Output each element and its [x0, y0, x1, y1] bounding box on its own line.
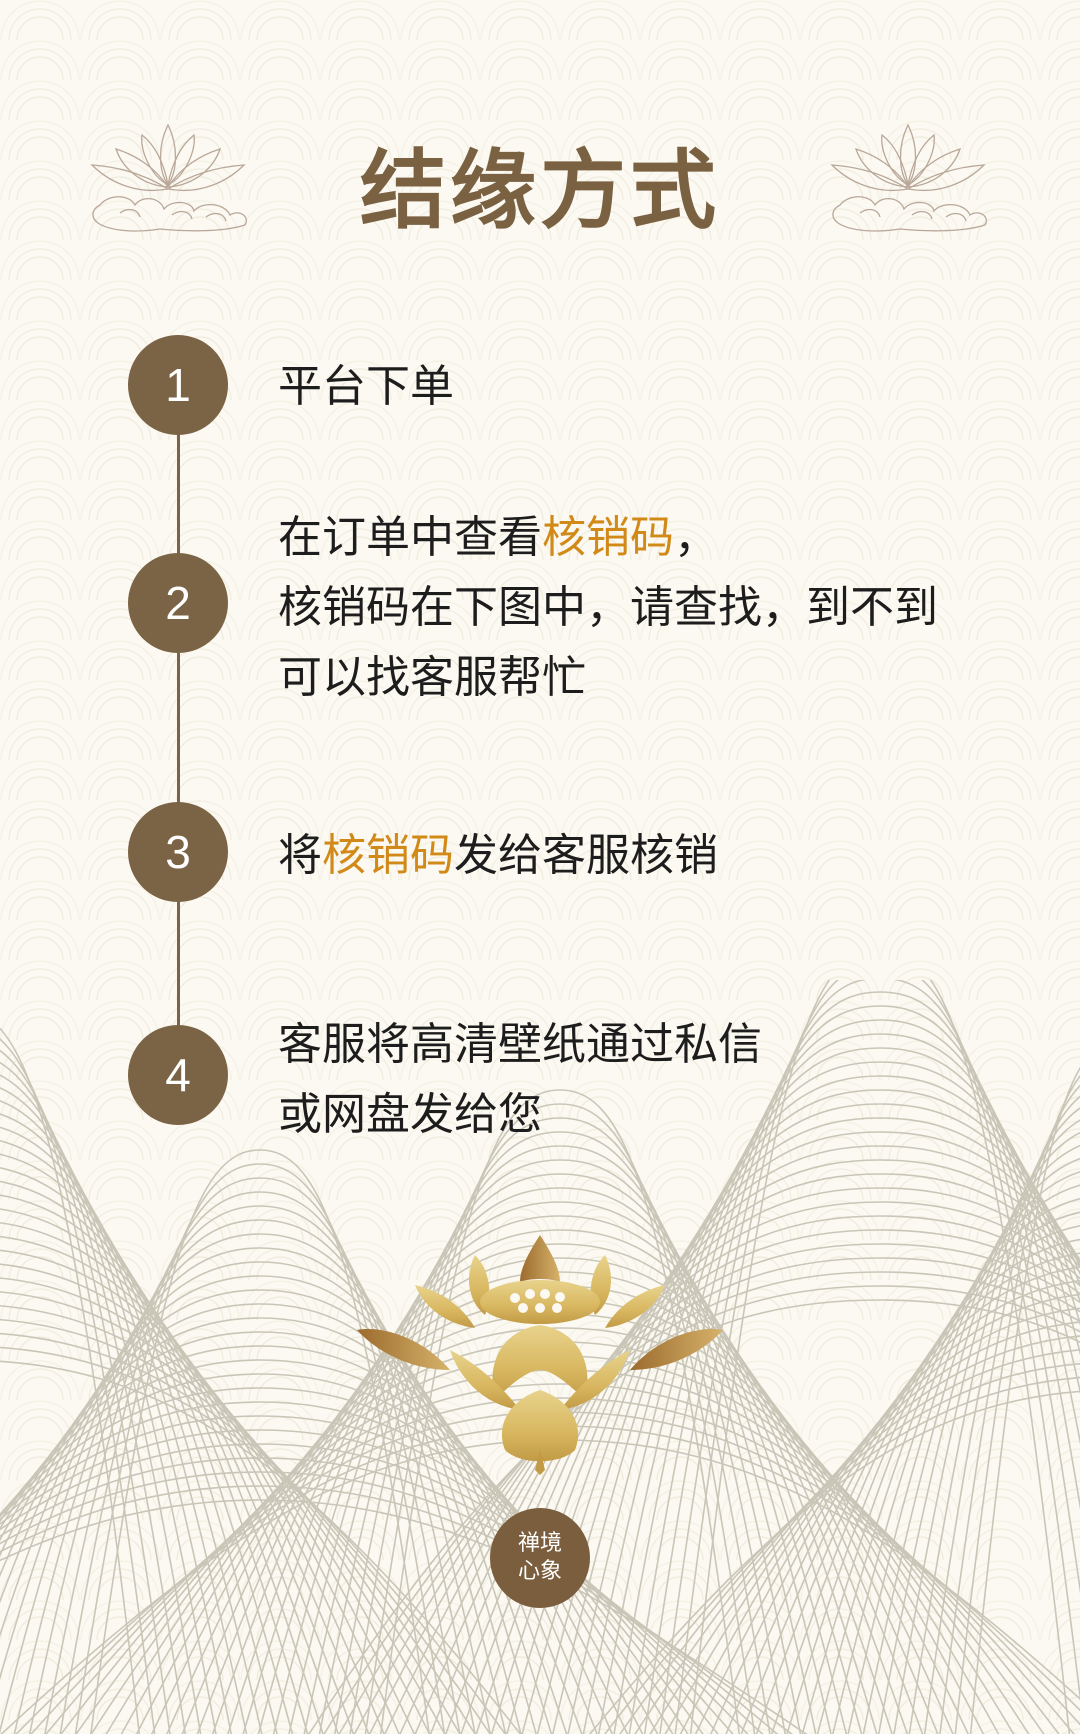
timeline-line — [177, 395, 180, 1075]
step-text-segment: 发给客服核销 — [454, 830, 718, 881]
step-2-number: 2 — [128, 553, 228, 653]
step-3-text: 将核销码发给客服核销 — [278, 821, 718, 891]
seal-line-1: 禅境 — [517, 1531, 562, 1556]
step-text-segment: 将 — [278, 830, 322, 881]
step-2-text: 在订单中查看核销码， 核销码在下图中，请查找，到不到 可以找客服帮忙 — [278, 503, 938, 713]
step-2-line: 在订单中查看核销码， — [278, 503, 938, 573]
step-text-segment: 核销码在下图中，请查找，到不到 — [278, 582, 938, 633]
step-text-segment: 可以找客服帮忙 — [278, 652, 586, 703]
mountain-wave-pattern — [0, 980, 1080, 1734]
step-3-line: 将核销码发给客服核销 — [278, 821, 718, 891]
golden-lotus-icon — [357, 1235, 723, 1475]
step-text-segment: 在订单中查看 — [278, 512, 542, 563]
page-title: 结缘方式 — [360, 141, 720, 241]
step-text-segment: ， — [674, 512, 718, 563]
brand-seal: 禅境 心象 — [490, 1508, 590, 1608]
step-2-line: 可以找客服帮忙 — [278, 643, 938, 713]
highlight-text: 核销码 — [542, 512, 674, 563]
step-text-segment: 客服将高清壁纸通过私信 — [278, 1019, 762, 1070]
lotus-cloud-icon — [90, 123, 247, 232]
step-2-line: 核销码在下图中，请查找，到不到 — [278, 573, 938, 643]
step-3-number: 3 — [128, 802, 228, 902]
step-4-number: 4 — [128, 1025, 228, 1125]
step-text-segment: 平台下单 — [278, 361, 454, 412]
step-1-number: 1 — [128, 335, 228, 435]
seal-line-2: 心象 — [517, 1559, 562, 1584]
step-4-text: 客服将高清壁纸通过私信 或网盘发给您 — [278, 1010, 762, 1150]
step-text-segment: 或网盘发给您 — [278, 1089, 542, 1140]
step-4-line: 客服将高清壁纸通过私信 — [278, 1010, 762, 1080]
step-4-line: 或网盘发给您 — [278, 1080, 762, 1150]
step-1-text: 平台下单 — [278, 352, 454, 422]
highlight-text: 核销码 — [322, 830, 454, 881]
lotus-cloud-icon — [830, 123, 987, 232]
step-1-line: 平台下单 — [278, 352, 454, 422]
